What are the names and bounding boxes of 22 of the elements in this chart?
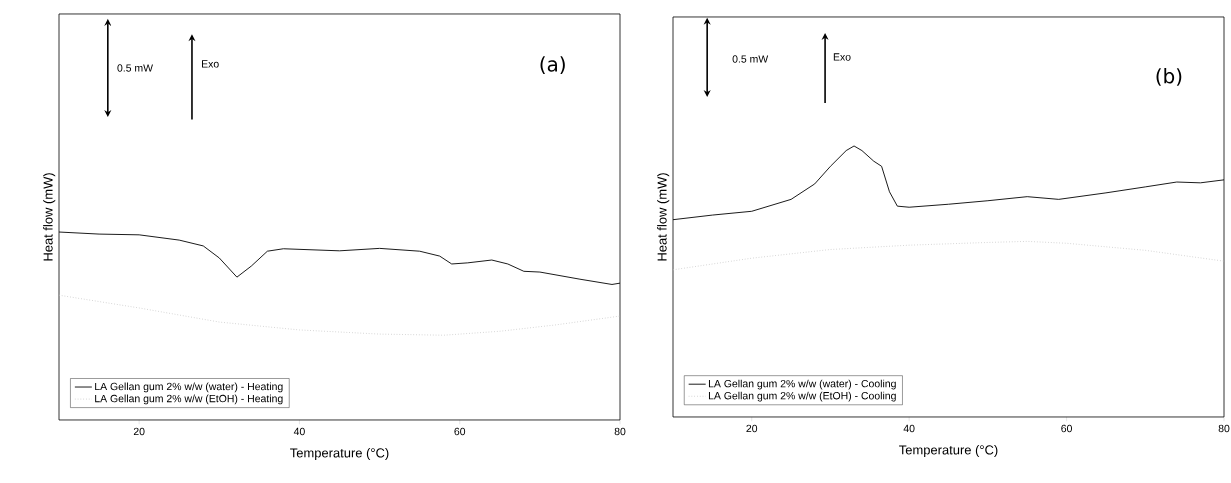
x-tick-label: 80 (1218, 424, 1230, 433)
x-tick-label: 40 (293, 427, 305, 436)
text: (a) (540, 56, 565, 75)
x-axis-title: Temperature (°C) (899, 444, 998, 458)
legend-label: LA Gellan gum 2% w/w (EtOH) - Cooling (708, 391, 896, 402)
x-tick-label: 80 (614, 427, 626, 436)
text: 0.5 mW (117, 64, 153, 72)
x-axis-title: Temperature (°C) (290, 447, 389, 461)
text: Exo (202, 60, 219, 68)
text: 0.5 mW (732, 55, 769, 63)
x-tick-label: 20 (746, 424, 758, 433)
x-tick-label: 60 (454, 427, 466, 436)
y-axis-title: Heat flow (mW) (657, 173, 670, 261)
y-axis-title: Heat flow (mW) (43, 173, 56, 261)
legend-label: LA Gellan gum 2% w/w (EtOH) - Heating (95, 394, 283, 405)
x-tick-label: 20 (133, 427, 145, 436)
x-tick-label: 60 (1061, 424, 1072, 433)
text: (b) (1156, 68, 1182, 86)
legend-label: LA Gellan gum 2% w/w (water) - Cooling (708, 379, 896, 390)
legend-label: LA Gellan gum 2% w/w (water) - Heating (95, 382, 283, 393)
text: Exo (833, 53, 851, 61)
x-tick-label: 40 (903, 424, 915, 433)
